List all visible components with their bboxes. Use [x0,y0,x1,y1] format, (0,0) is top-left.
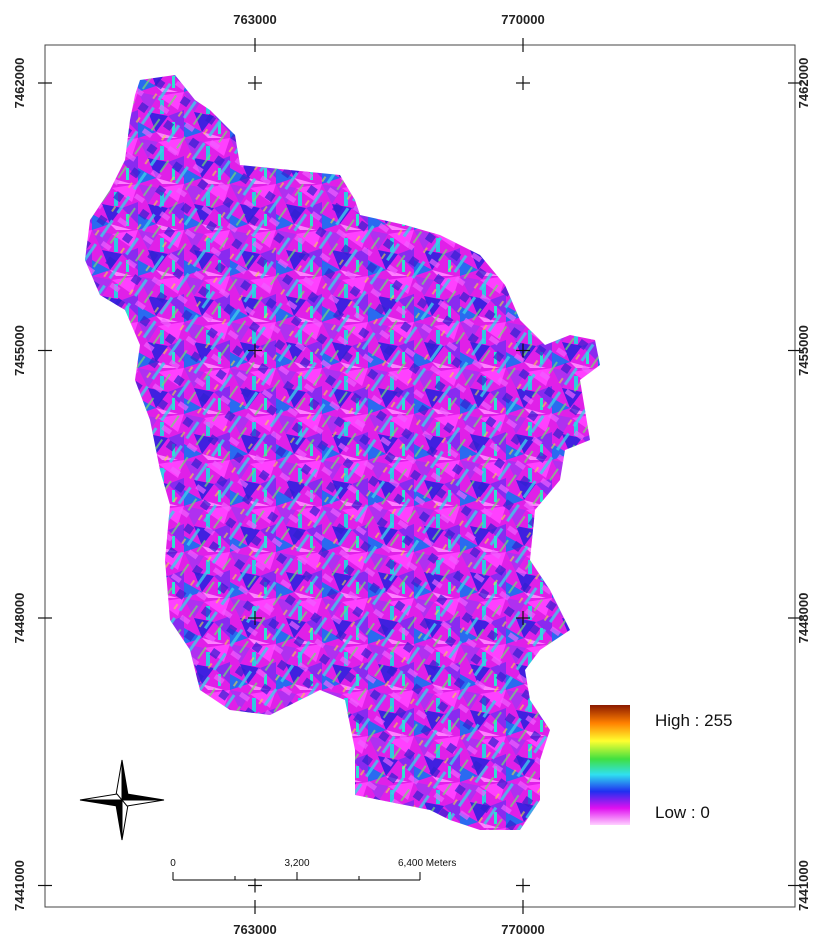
legend-ramp [590,705,630,825]
scale-label: 0 [170,858,176,869]
x-coord-label: 763000 [233,12,276,27]
y-coord-label: 7462000 [12,58,27,109]
legend-high: High : 255 [655,711,733,730]
scale-label: 3,200 [284,858,309,869]
y-coord-label: 7455000 [796,325,811,376]
scale-label: 6,400 Meters [398,858,456,869]
x-coord-label: 763000 [233,922,276,937]
x-coord-label: 770000 [501,12,544,27]
y-coord-label: 7448000 [12,593,27,644]
y-coord-label: 7448000 [796,593,811,644]
page: 763000 763000 770000 770000 7462000 7462000 74… [0,0,814,941]
y-coord-label: 7441000 [796,860,811,911]
y-coord-label: 7441000 [12,860,27,911]
x-coord-label: 770000 [501,922,544,937]
y-coord-label: 7462000 [796,58,811,109]
map: 763000 763000 770000 770000 7462000 7462000 74… [0,0,814,941]
y-coord-label: 7455000 [12,325,27,376]
legend-low: Low : 0 [655,803,710,822]
